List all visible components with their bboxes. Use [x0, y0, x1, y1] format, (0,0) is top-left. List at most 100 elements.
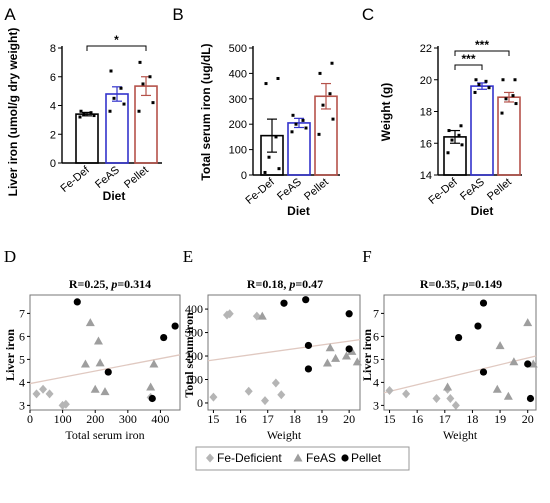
y-tick-label-a: 6: [50, 72, 56, 84]
significance-bracket: [454, 50, 510, 56]
plot-frame-d: [29, 294, 181, 411]
y-tick-label-b: 400: [229, 68, 247, 80]
scatter-point-diamond: [261, 396, 269, 406]
y-tick-label-d: 5: [19, 352, 25, 366]
y-tick-label-e: 400: [185, 302, 203, 316]
scatter-point-diamond: [446, 394, 455, 403]
y-tick-label-d: 7: [19, 306, 25, 320]
panel-letter-c: C: [362, 5, 374, 24]
data-point: [477, 83, 481, 87]
scatter-point-triangle: [503, 391, 513, 400]
data-point: [294, 122, 298, 126]
x-tick-label-a: Pellet: [122, 164, 151, 191]
scatter-point-circle: [526, 394, 535, 403]
data-point: [148, 75, 152, 79]
legend-label-feas: FeAS: [306, 451, 336, 465]
scatter-point-circle: [455, 333, 463, 342]
y-axis-label-d: Liver iron: [3, 329, 17, 381]
scatter-point-triangle: [495, 341, 505, 350]
x-tick-label-e: 19: [316, 412, 328, 426]
y-tick-label-a: 0: [50, 158, 56, 170]
x-tick-label-e: 20: [343, 412, 355, 426]
data-point: [474, 78, 478, 82]
y-tick-label-c: 18: [420, 107, 432, 119]
data-point: [119, 86, 123, 90]
scatter-point-diamond: [277, 390, 286, 400]
data-point: [321, 103, 325, 107]
scatter-point-circle: [171, 322, 179, 330]
legend-diamond-icon: [206, 453, 214, 463]
panel-letter-a: A: [4, 5, 16, 24]
data-point: [511, 94, 515, 98]
y-tick-label-c: 14: [420, 170, 432, 182]
x-tick-label-a: Fe-Def: [58, 164, 92, 195]
y-tick-label-f: 3: [373, 398, 379, 412]
data-point: [304, 126, 308, 130]
data-point: [330, 61, 334, 65]
scatter-point-circle: [474, 322, 482, 330]
data-point: [331, 117, 335, 121]
x-tick-label-f: 17: [439, 412, 451, 426]
data-point: [514, 102, 518, 106]
significance-label: ***: [475, 38, 489, 52]
data-point: [267, 155, 271, 159]
x-axis-label-b: Diet: [287, 204, 310, 218]
x-tick-label-e: 15: [207, 412, 219, 426]
y-axis-label-b: Total serum iron (ug/dL): [199, 43, 213, 180]
scatter-point-triangle: [331, 353, 341, 362]
data-point: [328, 92, 332, 96]
y-axis-label-e: Total serum iron: [182, 312, 196, 398]
scatter-point-circle: [160, 333, 168, 342]
data-point: [92, 114, 96, 118]
y-tick-label-b: 0: [241, 170, 247, 182]
data-point: [108, 109, 112, 113]
scatter-point-triangle: [149, 359, 159, 368]
scatter-point-circle: [304, 341, 313, 350]
data-point: [450, 138, 454, 142]
scatter-point-circle: [479, 299, 488, 307]
scatter-point-triangle: [509, 357, 519, 366]
scatter-point-triangle: [322, 358, 332, 367]
scatter-point-diamond: [32, 389, 41, 399]
y-axis-label-c: Weight (g): [379, 83, 393, 141]
data-point: [122, 102, 126, 106]
panel-letter-d: D: [4, 247, 16, 266]
y-tick-label-f: 6: [373, 329, 379, 343]
scatter-point-diamond: [432, 394, 441, 403]
y-tick-label-f: 5: [373, 352, 379, 366]
trend-line-e: [207, 338, 361, 362]
scatter-point-triangle: [523, 318, 533, 327]
stat-label-e: R=0.18, p=0.47: [247, 277, 323, 291]
stat-r: R=0.35,: [420, 277, 463, 291]
data-point: [473, 90, 477, 94]
stat-p-label: p: [288, 277, 295, 291]
data-point: [290, 130, 294, 134]
y-tick-label-e: 0: [197, 396, 203, 410]
scatter-point-triangle: [325, 343, 335, 352]
scatter-point-triangle: [443, 382, 453, 391]
x-tick-label-e: 18: [289, 412, 301, 426]
x-tick-label-f: 18: [466, 412, 478, 426]
data-point: [109, 69, 113, 73]
data-point: [137, 109, 141, 113]
legend-triangle-icon: [293, 453, 303, 462]
data-point: [318, 71, 322, 75]
x-tick-label-b: Pellet: [302, 176, 331, 203]
data-point: [112, 96, 116, 100]
stat-p-value: =0.314: [117, 277, 151, 291]
y-tick-label-b: 100: [229, 145, 247, 157]
y-tick-label-f: 7: [373, 306, 379, 320]
scatter-point-triangle: [492, 384, 502, 393]
data-point: [277, 167, 281, 171]
x-tick-label-f: 15: [384, 412, 396, 426]
stat-label-f: R=0.35, p=0.149: [420, 277, 502, 291]
scatter-point-triangle: [352, 357, 362, 366]
bar-c-1: [470, 85, 494, 176]
data-point: [301, 118, 305, 122]
plot-frame-e: [207, 294, 361, 411]
data-point: [274, 135, 278, 139]
data-point: [484, 79, 488, 83]
y-tick-label-c: 20: [420, 75, 432, 87]
scatter-point-circle: [148, 394, 156, 403]
scatter-point-diamond: [61, 399, 70, 409]
